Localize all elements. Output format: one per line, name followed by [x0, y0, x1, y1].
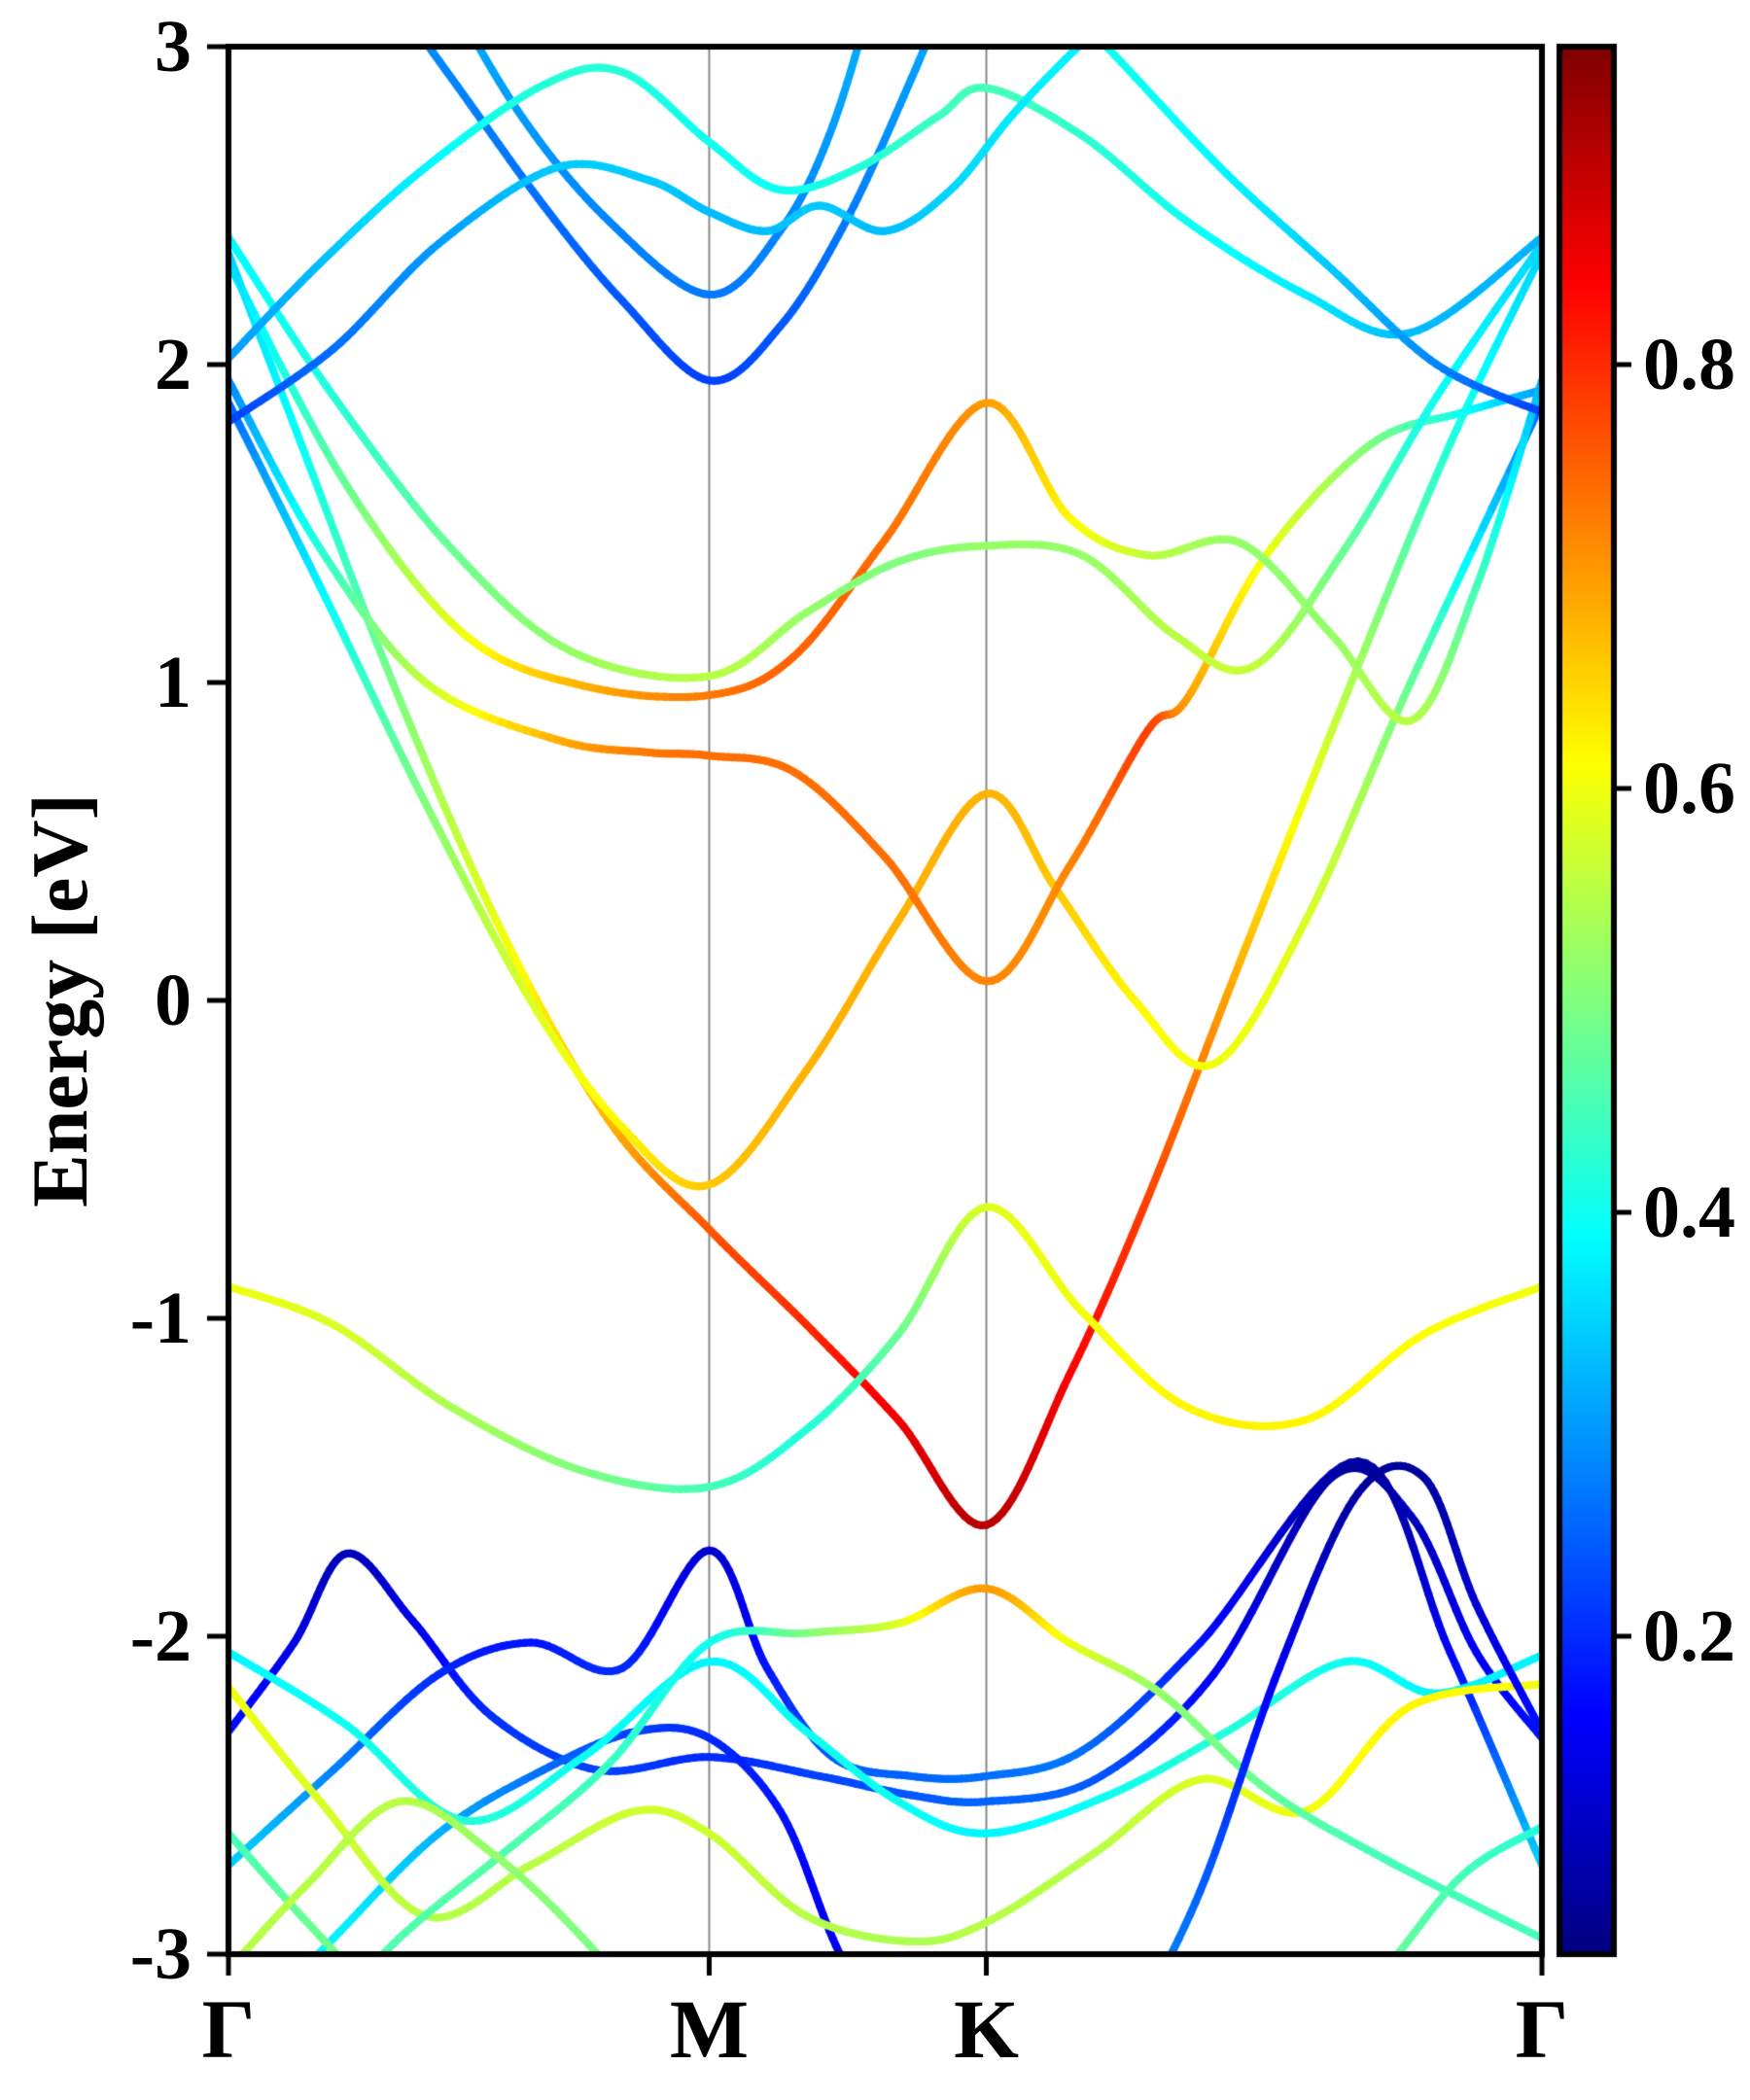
y-tick-label: -1 — [129, 1278, 192, 1359]
colorbar-tick-label: 0.2 — [1643, 1595, 1735, 1677]
y-tick-label: 0 — [155, 960, 192, 1041]
colorbar-tick-label: 0.6 — [1643, 748, 1735, 829]
y-tick-label: 1 — [155, 642, 192, 723]
y-axis-title: Energy [eV] — [16, 793, 104, 1208]
colorbar-tick-label: 0.4 — [1643, 1172, 1735, 1253]
x-tick-label-gamma-right: Γ — [1515, 1982, 1569, 2076]
x-tick-label-K: K — [954, 1982, 1019, 2076]
x-tick-label-M: M — [669, 1982, 750, 2076]
y-tick-label: -3 — [129, 1913, 192, 1995]
x-tick-label-gamma-left: Γ — [201, 1982, 256, 2076]
y-tick-label: 3 — [155, 6, 192, 88]
colorbar-tick-label: 0.8 — [1643, 324, 1735, 405]
y-tick-label: -2 — [129, 1595, 192, 1677]
y-tick-label: 2 — [155, 324, 192, 405]
